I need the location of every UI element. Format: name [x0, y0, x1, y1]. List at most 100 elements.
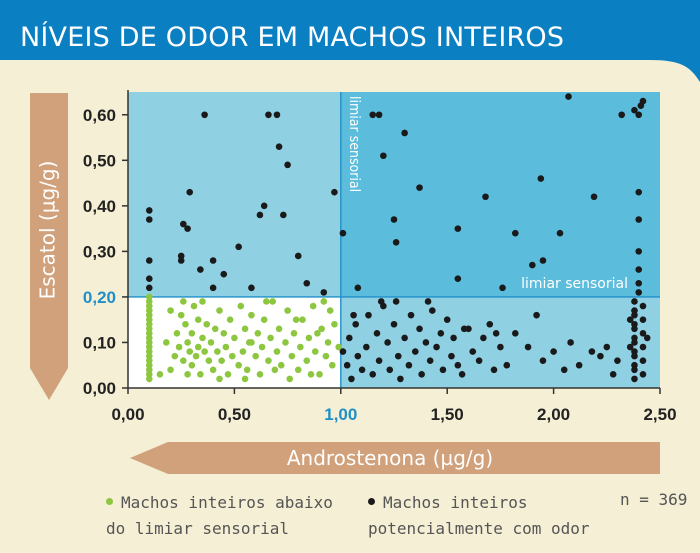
data-point-black — [631, 106, 638, 114]
data-point-green — [297, 343, 304, 351]
data-point-green — [190, 302, 198, 310]
data-point-green — [167, 366, 174, 374]
data-point-green — [258, 343, 266, 351]
data-point-black — [416, 325, 423, 333]
data-point-green — [290, 330, 298, 337]
data-point-green — [145, 334, 153, 342]
data-point-black — [511, 229, 519, 237]
legend-black: Machos inteiros potencialmente com odor — [368, 490, 590, 542]
data-point-black — [639, 330, 647, 337]
data-point-black — [511, 330, 519, 337]
data-point-black — [639, 357, 647, 364]
data-point-black — [373, 330, 381, 337]
data-point-black — [460, 325, 468, 333]
data-point-green — [328, 361, 336, 369]
data-point-green — [271, 366, 279, 374]
data-point-green — [277, 361, 285, 369]
data-point-black — [401, 129, 408, 137]
data-point-green — [145, 357, 153, 364]
zone-lower-right — [340, 296, 660, 388]
data-point-black — [626, 316, 634, 323]
data-point-green — [226, 316, 234, 323]
data-point-black — [352, 320, 359, 328]
data-point-black — [433, 343, 440, 351]
legend-green-line2: do limiar sensorial — [106, 519, 290, 538]
data-point-black — [635, 266, 643, 273]
data-point-black — [397, 375, 404, 383]
data-point-green — [207, 339, 215, 346]
legend-black-line2: potencialmente com odor — [368, 519, 590, 538]
data-point-green — [218, 357, 225, 364]
data-point-green — [286, 375, 294, 383]
data-point-green — [275, 325, 283, 333]
data-point-black — [439, 366, 447, 374]
x-tick-label: 1,00 — [324, 405, 357, 424]
data-point-green — [145, 302, 153, 310]
data-point-black — [177, 257, 185, 264]
data-point-black — [145, 275, 153, 283]
zone-upper-left — [128, 92, 341, 297]
data-point-green — [145, 352, 153, 360]
data-point-black — [458, 371, 466, 378]
data-point-black — [346, 334, 353, 342]
data-point-green — [163, 339, 170, 346]
data-point-black — [256, 211, 264, 219]
data-point-black — [639, 371, 647, 378]
data-point-green — [292, 316, 300, 323]
data-point-black — [618, 111, 625, 119]
data-point-black — [486, 320, 494, 328]
data-point-black — [497, 343, 504, 351]
data-point-black — [392, 238, 400, 246]
data-point-black — [348, 375, 355, 383]
data-point-black — [339, 348, 347, 355]
legend-green: Machos inteiros abaixo do limiar sensori… — [106, 490, 333, 542]
data-point-black — [390, 216, 398, 223]
data-point-green — [311, 348, 319, 355]
y-tick-label: 0,10 — [83, 333, 116, 352]
data-point-green — [243, 366, 251, 374]
data-point-black — [631, 325, 638, 333]
data-point-green — [299, 316, 306, 323]
data-point-green — [269, 298, 277, 305]
data-point-black — [365, 311, 372, 319]
header-shape — [0, 0, 700, 82]
data-point-black — [635, 216, 643, 223]
data-point-green — [194, 343, 202, 351]
data-point-black — [411, 348, 419, 355]
data-point-green — [214, 348, 221, 355]
data-point-green — [237, 302, 245, 310]
header-banner: NÍVEIS DE ODOR EM MACHOS INTEIROS — [0, 0, 700, 82]
data-point-black — [331, 188, 338, 196]
data-point-black — [209, 284, 217, 292]
data-point-black — [533, 311, 540, 319]
data-point-black — [358, 366, 366, 374]
data-point-black — [499, 284, 506, 292]
data-point-black — [482, 193, 489, 201]
data-point-black — [614, 357, 621, 364]
data-point-green — [194, 316, 202, 323]
data-point-black — [377, 298, 385, 305]
chart-title: NÍVEIS DE ODOR EM MACHOS INTEIROS — [20, 22, 565, 53]
data-point-green — [241, 325, 249, 333]
data-point-black — [354, 284, 362, 292]
zone-upper-right — [340, 92, 660, 297]
data-point-black — [524, 343, 532, 351]
data-point-green — [201, 348, 208, 355]
data-point-green — [273, 348, 281, 355]
data-point-black — [275, 143, 283, 150]
data-point-black — [390, 320, 398, 328]
data-point-green — [254, 330, 262, 337]
data-point-black — [603, 343, 611, 351]
data-point-green — [175, 343, 183, 351]
data-point-black — [145, 216, 153, 223]
data-point-black — [343, 361, 351, 369]
y-tick-label: 0,20 — [83, 288, 116, 307]
data-point-black — [503, 361, 511, 369]
data-point-black — [265, 111, 272, 119]
data-point-black — [145, 257, 153, 264]
data-point-black — [354, 352, 362, 360]
data-point-black — [375, 111, 383, 119]
header-background — [0, 0, 700, 82]
y-tick-label: 0,40 — [83, 197, 116, 216]
